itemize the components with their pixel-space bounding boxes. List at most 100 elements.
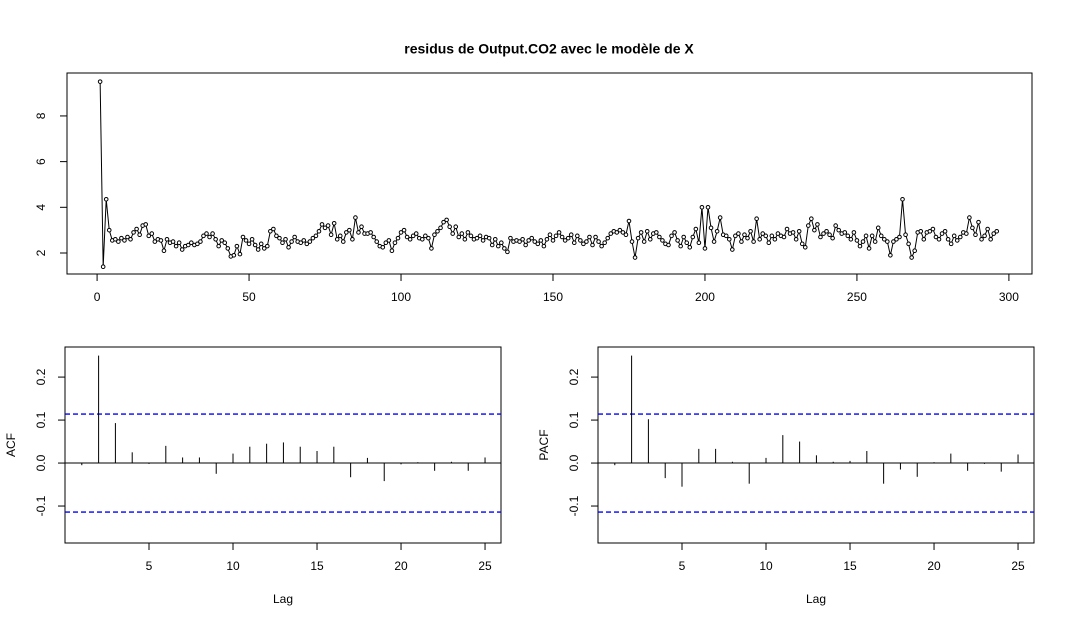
data-point xyxy=(784,226,790,232)
data-point xyxy=(885,239,890,244)
data-point xyxy=(216,243,221,249)
data-point xyxy=(669,233,674,239)
data-point xyxy=(647,236,653,242)
data-point xyxy=(353,215,358,220)
data-point xyxy=(149,231,155,236)
data-point xyxy=(535,241,541,247)
plot-frame xyxy=(597,346,1035,544)
data-point xyxy=(769,233,775,239)
data-point xyxy=(836,227,841,233)
data-point xyxy=(125,234,130,240)
data-point xyxy=(705,205,711,210)
data-point xyxy=(991,231,997,236)
data-point xyxy=(198,239,203,244)
data-point xyxy=(748,228,753,234)
data-point xyxy=(964,231,969,236)
data-point xyxy=(337,233,343,239)
data-point xyxy=(699,205,705,210)
data-point xyxy=(158,238,164,243)
data-point xyxy=(468,233,474,239)
data-point xyxy=(456,234,462,240)
data-point xyxy=(675,238,680,243)
data-point xyxy=(131,230,136,235)
data-point xyxy=(486,235,492,241)
data-point xyxy=(912,248,917,254)
data-point xyxy=(170,239,176,244)
data-point xyxy=(97,79,103,84)
x-tick-label: 25 xyxy=(1011,559,1025,573)
data-point xyxy=(982,233,987,239)
data-point xyxy=(970,225,975,231)
data-point xyxy=(201,233,206,239)
data-point xyxy=(562,238,568,243)
data-point xyxy=(985,226,990,232)
y-axis-label: ACF xyxy=(4,433,18,457)
data-point xyxy=(331,220,337,226)
data-point xyxy=(654,230,659,235)
data-point xyxy=(739,239,744,244)
data-point xyxy=(854,238,860,243)
data-point xyxy=(316,228,322,234)
data-point xyxy=(821,231,826,236)
data-point xyxy=(301,238,307,243)
data-point xyxy=(957,234,963,240)
data-point xyxy=(544,236,550,242)
x-tick-label: 20 xyxy=(927,559,941,573)
data-point xyxy=(234,243,240,249)
data-point xyxy=(359,224,364,230)
data-point xyxy=(760,231,766,236)
y-tick-label: -0.1 xyxy=(567,495,581,516)
data-point xyxy=(565,235,571,241)
data-point xyxy=(833,223,838,228)
data-point xyxy=(173,243,179,249)
data-point xyxy=(979,236,984,242)
y-tick-label: 4 xyxy=(34,204,48,211)
data-point xyxy=(164,236,170,242)
data-point xyxy=(179,247,185,252)
x-tick-label: 5 xyxy=(679,559,686,573)
data-point xyxy=(310,235,316,241)
x-tick-label: 20 xyxy=(394,559,408,573)
data-point xyxy=(635,235,641,241)
data-point xyxy=(243,238,249,243)
data-point xyxy=(881,236,887,242)
data-point xyxy=(505,249,510,255)
data-point xyxy=(523,242,528,248)
data-point xyxy=(264,243,270,249)
data-point xyxy=(906,241,911,247)
data-point xyxy=(401,227,407,233)
data-point xyxy=(918,228,924,234)
data-point xyxy=(827,232,832,238)
x-tick-label: 25 xyxy=(478,559,492,573)
x-tick-label: 10 xyxy=(226,559,240,573)
data-point xyxy=(927,228,933,234)
data-point xyxy=(103,197,109,202)
data-point xyxy=(942,228,948,234)
data-point xyxy=(368,230,373,235)
data-point xyxy=(708,225,714,231)
data-point xyxy=(860,239,866,244)
data-point xyxy=(444,217,449,223)
data-point xyxy=(292,234,297,240)
data-point xyxy=(939,231,945,236)
data-point xyxy=(499,240,504,246)
data-point xyxy=(286,244,291,250)
data-point xyxy=(304,241,310,247)
data-point xyxy=(845,233,851,239)
data-point xyxy=(435,228,440,234)
data-point xyxy=(736,231,741,236)
data-point xyxy=(954,238,960,243)
y-tick-label: 0.1 xyxy=(34,411,48,428)
data-point xyxy=(660,238,665,243)
data-point xyxy=(894,236,899,242)
data-point xyxy=(541,243,547,249)
data-point xyxy=(386,238,392,243)
data-point xyxy=(936,236,942,242)
data-point xyxy=(113,236,118,242)
data-point xyxy=(195,241,200,247)
data-point xyxy=(763,233,769,239)
y-tick-label: 0.2 xyxy=(34,368,48,385)
x-tick-label: 250 xyxy=(847,290,867,304)
data-point xyxy=(322,225,328,231)
y-tick-label: 0.2 xyxy=(567,368,581,385)
